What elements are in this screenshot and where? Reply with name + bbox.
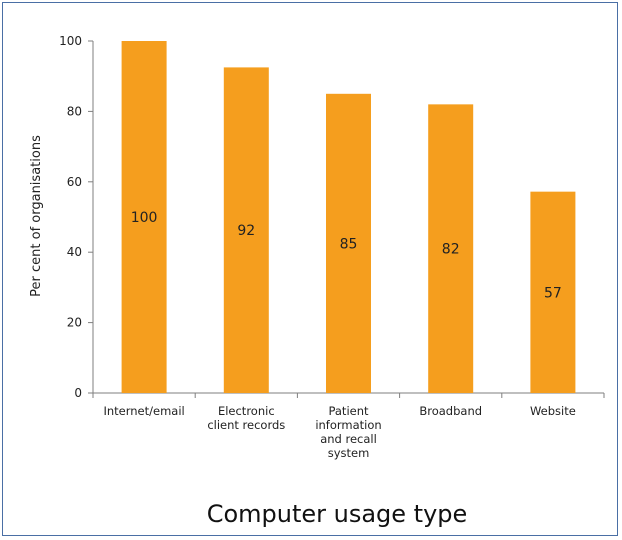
x-tick-label: Electronic client records	[207, 404, 285, 432]
x-axis-label: Computer usage type	[207, 500, 468, 528]
y-tick-label: 0	[74, 386, 82, 400]
data-label: 85	[340, 236, 358, 252]
x-tick-label: Broadband	[419, 404, 482, 418]
chart-frame	[2, 2, 618, 536]
bar	[428, 104, 474, 394]
y-tick-label: 60	[67, 175, 82, 189]
bar	[121, 41, 167, 393]
y-tick-label: 80	[67, 104, 82, 118]
plot-area: 0 20 40 60 80 100 100 Internet/email 92 Electroni…	[59, 34, 605, 460]
bar	[223, 67, 269, 394]
bar	[326, 93, 371, 394]
x-tick-label: Internet/email	[103, 404, 184, 418]
data-label: 57	[544, 285, 562, 301]
x-tick-label: Patient information and recall system	[315, 404, 381, 460]
data-label: 100	[131, 210, 158, 226]
data-label: 92	[237, 223, 255, 239]
x-tick-label: Website	[530, 404, 576, 418]
bar	[530, 191, 576, 393]
y-axis-label: Per cent of organisations	[29, 135, 44, 297]
y-tick-label: 20	[67, 316, 82, 330]
y-tick-label: 40	[67, 245, 82, 259]
data-label: 82	[442, 242, 460, 258]
y-tick-label: 100	[59, 34, 82, 48]
